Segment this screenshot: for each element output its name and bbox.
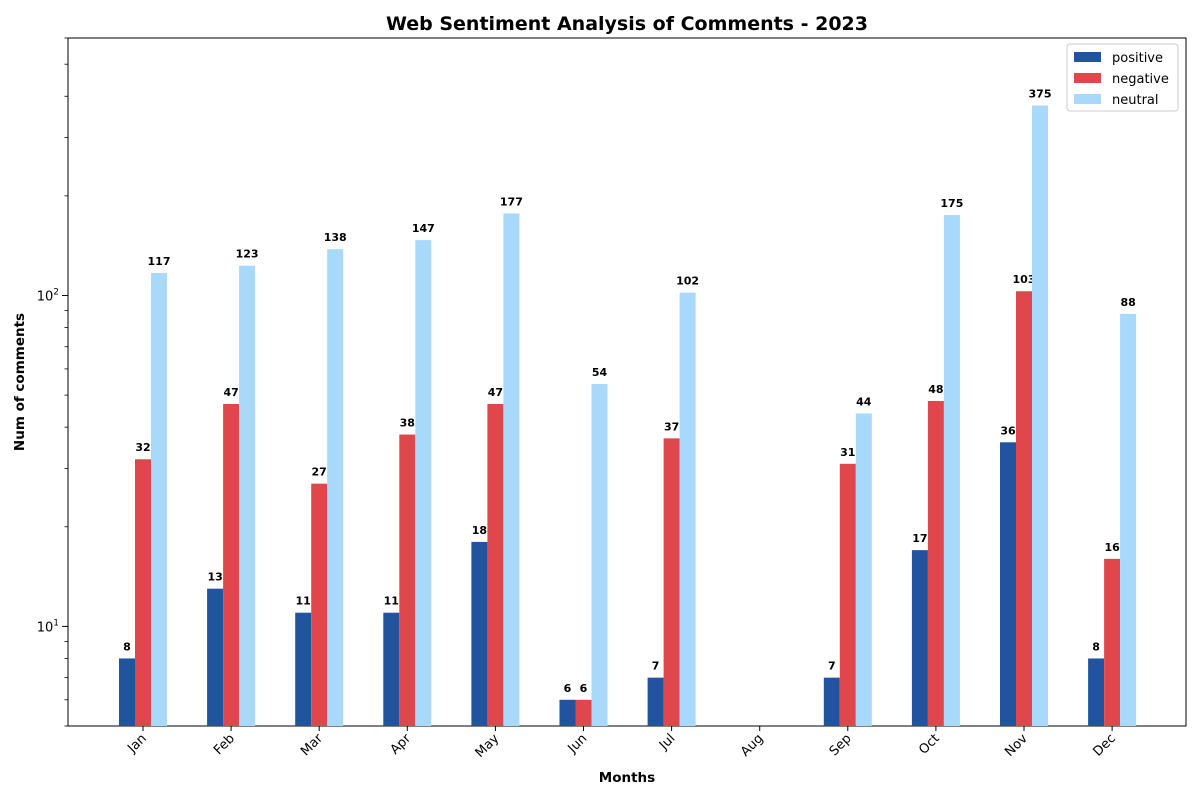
x-axis-label: Months — [599, 770, 655, 786]
data-label-positive-apr: 11 — [384, 595, 399, 608]
data-label-neutral-mar: 138 — [324, 231, 347, 244]
y-tick-label: 101 — [37, 618, 59, 635]
bar-neutral-jun — [591, 384, 608, 726]
bar-neutral-sep — [855, 413, 872, 726]
bar-positive-sep — [823, 677, 840, 726]
bar-negative-jun — [575, 699, 592, 726]
data-label-negative-nov: 103 — [1013, 273, 1036, 286]
bar-positive-nov — [1000, 442, 1016, 726]
bar-positive-dec — [1088, 658, 1105, 726]
bar-negative-sep — [839, 463, 856, 726]
y-tick-label: 102 — [37, 287, 59, 304]
bar-positive-jun — [559, 699, 576, 726]
data-label-negative-jan: 32 — [135, 441, 150, 454]
bar-positive-jul — [647, 677, 664, 726]
data-label-positive-feb: 13 — [207, 571, 222, 584]
data-label-negative-apr: 38 — [400, 417, 415, 430]
bar-positive-oct — [911, 550, 928, 726]
chart-title: Web Sentiment Analysis of Comments - 202… — [386, 13, 868, 35]
data-label-neutral-sep: 44 — [856, 395, 872, 408]
bar-negative-nov — [1016, 291, 1032, 726]
legend-label-neutral: neutral — [1112, 93, 1159, 108]
data-label-neutral-nov: 375 — [1029, 88, 1052, 101]
bar-positive-mar — [295, 612, 312, 726]
bar-neutral-feb — [239, 265, 256, 726]
data-label-negative-jul: 37 — [664, 420, 679, 433]
data-label-positive-may: 18 — [472, 524, 487, 537]
data-label-positive-jan: 8 — [123, 640, 131, 653]
legend-swatch-neutral — [1074, 94, 1101, 104]
data-label-negative-dec: 16 — [1104, 541, 1120, 554]
plot-area: 101102Jan832117Feb1347123Mar1127138Apr11… — [37, 37, 1187, 761]
data-label-negative-sep: 31 — [840, 446, 855, 459]
bar-neutral-jan — [151, 272, 167, 726]
data-label-neutral-jun: 54 — [592, 366, 608, 379]
data-label-positive-jun: 6 — [564, 682, 572, 695]
bar-positive-jan — [119, 658, 135, 726]
data-label-neutral-may: 177 — [500, 195, 523, 208]
data-label-positive-nov: 36 — [1000, 424, 1016, 437]
data-label-negative-oct: 48 — [928, 383, 943, 396]
data-label-neutral-feb: 123 — [236, 248, 259, 261]
legend-label-negative: negative — [1112, 72, 1169, 87]
bar-neutral-mar — [327, 249, 344, 727]
legend-swatch-negative — [1074, 73, 1101, 83]
data-label-positive-sep: 7 — [828, 660, 836, 673]
data-label-neutral-apr: 147 — [412, 222, 435, 235]
bar-negative-oct — [927, 400, 944, 726]
data-label-positive-mar: 11 — [296, 595, 311, 608]
data-label-negative-may: 47 — [488, 386, 503, 399]
legend-swatch-positive — [1074, 52, 1101, 62]
bar-negative-dec — [1104, 558, 1121, 726]
data-label-negative-mar: 27 — [312, 466, 327, 479]
data-label-neutral-jan: 117 — [148, 255, 171, 268]
data-label-neutral-dec: 88 — [1120, 296, 1135, 309]
data-label-positive-dec: 8 — [1092, 640, 1100, 653]
y-axis-label: Num of comments — [12, 313, 28, 451]
bar-negative-mar — [311, 483, 328, 726]
bar-negative-jul — [663, 438, 680, 726]
bar-neutral-oct — [943, 215, 960, 727]
plot-frame — [67, 37, 1187, 727]
data-label-positive-jul: 7 — [652, 660, 660, 673]
bar-neutral-may — [503, 213, 520, 727]
bar-negative-apr — [399, 434, 416, 726]
legend: positive negative neutral — [1066, 43, 1179, 112]
data-label-positive-oct: 17 — [912, 532, 927, 545]
data-label-negative-feb: 47 — [223, 386, 238, 399]
data-label-neutral-jul: 102 — [676, 275, 699, 288]
bar-negative-may — [487, 403, 504, 726]
bar-positive-may — [471, 541, 488, 726]
bar-positive-apr — [383, 612, 400, 726]
bar-negative-jan — [135, 459, 151, 726]
bar-neutral-jul — [679, 292, 696, 726]
data-label-neutral-oct: 175 — [940, 197, 963, 210]
bar-neutral-apr — [415, 240, 432, 726]
data-label-negative-jun: 6 — [580, 682, 588, 695]
bar-neutral-dec — [1120, 313, 1137, 726]
bar-negative-feb — [223, 403, 240, 726]
legend-label-positive: positive — [1112, 51, 1163, 66]
bar-neutral-nov — [1032, 105, 1048, 726]
bar-positive-feb — [207, 588, 224, 726]
